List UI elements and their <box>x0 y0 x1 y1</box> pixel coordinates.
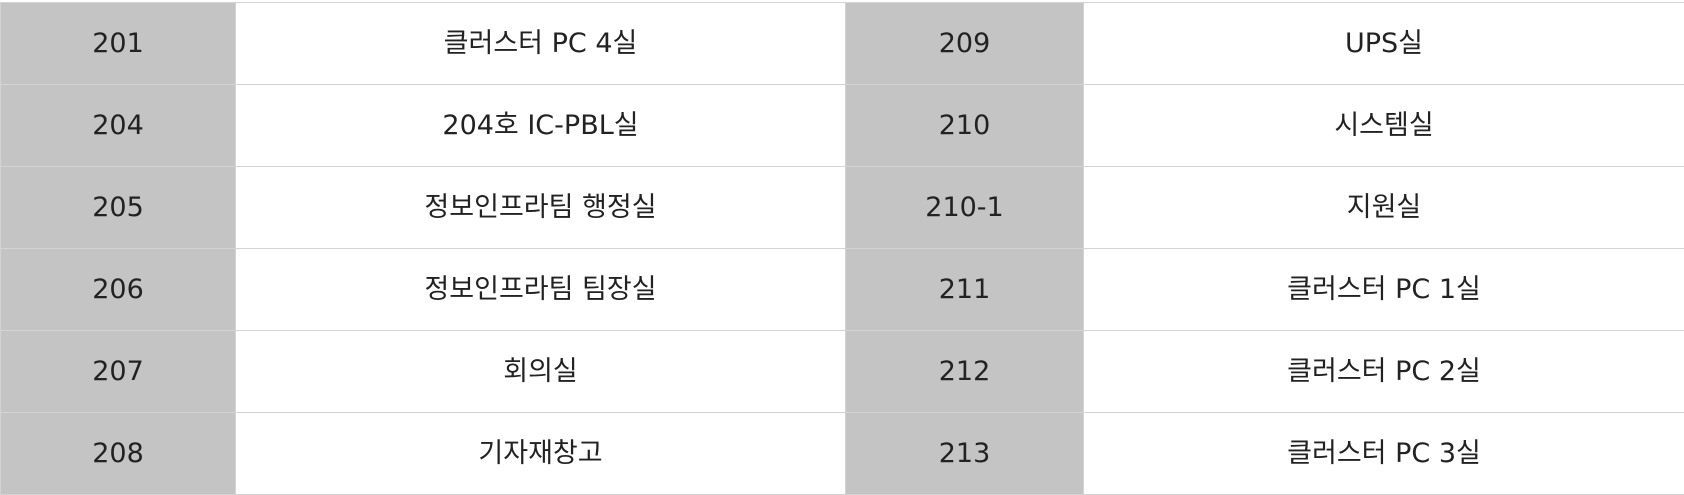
room-number-cell: 210-1 <box>846 167 1084 249</box>
room-name-cell: 시스템실 <box>1084 85 1684 167</box>
room-number-cell: 205 <box>1 167 236 249</box>
room-name-cell: 기자재창고 <box>236 413 846 495</box>
room-name-cell: 클러스터 PC 3실 <box>1084 413 1684 495</box>
room-name-cell: 클러스터 PC 1실 <box>1084 249 1684 331</box>
room-name-cell: 클러스터 PC 4실 <box>236 3 846 85</box>
room-number-cell: 206 <box>1 249 236 331</box>
room-number-cell: 212 <box>846 331 1084 413</box>
room-number-cell: 201 <box>1 3 236 85</box>
table-row: 206 정보인프라팀 팀장실 211 클러스터 PC 1실 <box>1 249 1684 331</box>
room-name-cell: 정보인프라팀 행정실 <box>236 167 846 249</box>
room-name-cell: 정보인프라팀 팀장실 <box>236 249 846 331</box>
table-row: 205 정보인프라팀 행정실 210-1 지원실 <box>1 167 1684 249</box>
room-number-cell: 211 <box>846 249 1084 331</box>
room-name-cell: 회의실 <box>236 331 846 413</box>
room-number-cell: 207 <box>1 331 236 413</box>
room-number-cell: 204 <box>1 85 236 167</box>
room-number-cell: 213 <box>846 413 1084 495</box>
room-name-cell: 지원실 <box>1084 167 1684 249</box>
room-name-cell: 204호 IC-PBL실 <box>236 85 846 167</box>
table-row: 207 회의실 212 클러스터 PC 2실 <box>1 331 1684 413</box>
room-name-cell: UPS실 <box>1084 3 1684 85</box>
room-number-cell: 210 <box>846 85 1084 167</box>
table-row: 204 204호 IC-PBL실 210 시스템실 <box>1 85 1684 167</box>
room-number-cell: 209 <box>846 3 1084 85</box>
room-number-cell: 208 <box>1 413 236 495</box>
room-name-cell: 클러스터 PC 2실 <box>1084 331 1684 413</box>
table-row: 208 기자재창고 213 클러스터 PC 3실 <box>1 413 1684 495</box>
table-row: 201 클러스터 PC 4실 209 UPS실 <box>1 3 1684 85</box>
